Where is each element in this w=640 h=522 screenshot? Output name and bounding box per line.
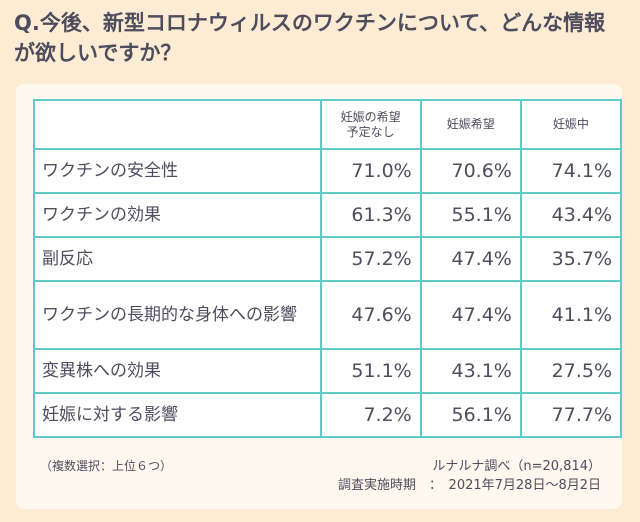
cell-value: 41.1% (521, 282, 622, 350)
row-label: ワクチンの効果 (35, 194, 322, 238)
table-row: 副反応 57.2% 47.4% 35.7% (35, 238, 622, 282)
source-note: ルナルナ調べ（n=20,814） 調査実施時期 ： 2021年7月28日〜8月2… (338, 457, 601, 495)
cell-value: 7.2% (321, 394, 422, 438)
source-label: ルナルナ調べ（n=20,814） (432, 459, 601, 474)
selection-note: （複数選択：上位６つ） (40, 459, 173, 473)
results-table: 妊娠の希望 予定なし 妊娠希望 妊娠中 ワクチンの安全性 71.0% 70.6%… (33, 99, 622, 438)
header-label: 妊娠の希望 予定なし (340, 109, 401, 139)
header-pregnancy-hope: 妊娠希望 (421, 101, 522, 150)
cell-value: 74.1% (521, 150, 622, 194)
cell-value: 57.2% (321, 238, 422, 282)
table-row: ワクチンの安全性 71.0% 70.6% 74.1% (35, 150, 622, 194)
table-row: 妊娠に対する影響 7.2% 56.1% 77.7% (35, 394, 622, 438)
row-label: 副反応 (35, 238, 322, 282)
cell-value: 43.4% (521, 194, 622, 238)
cell-value: 47.4% (421, 238, 522, 282)
results-panel: 妊娠の希望 予定なし 妊娠希望 妊娠中 ワクチンの安全性 71.0% 70.6%… (16, 84, 622, 509)
header-label: 妊娠希望 (446, 117, 495, 131)
cell-value: 47.4% (421, 282, 522, 350)
table-row: ワクチンの長期的な身体への影響 47.6% 47.4% 41.1% (35, 282, 622, 350)
cell-value: 51.1% (321, 350, 422, 394)
header-empty (35, 101, 322, 150)
cell-value: 43.1% (421, 350, 522, 394)
question-title: Q.今後、新型コロナウィルスのワクチンについて、どんな情報が欲しいですか？ (14, 11, 606, 65)
cell-value: 55.1% (421, 194, 522, 238)
header-no-pregnancy-plan: 妊娠の希望 予定なし (321, 101, 422, 150)
cell-value: 56.1% (421, 394, 522, 438)
table-row: 変異株への効果 51.1% 43.1% 27.5% (35, 350, 622, 394)
survey-period: 調査実施時期 ： 2021年7月28日〜8月2日 (338, 478, 601, 493)
table-header-row: 妊娠の希望 予定なし 妊娠希望 妊娠中 (35, 101, 622, 150)
cell-value: 71.0% (321, 150, 422, 194)
cell-value: 35.7% (521, 238, 622, 282)
row-label: 変異株への効果 (35, 350, 322, 394)
header-pregnant: 妊娠中 (521, 101, 622, 150)
row-label: ワクチンの安全性 (35, 150, 322, 194)
cell-value: 61.3% (321, 194, 422, 238)
header-label: 妊娠中 (552, 117, 589, 131)
cell-value: 77.7% (521, 394, 622, 438)
cell-value: 27.5% (521, 350, 622, 394)
table-row: ワクチンの効果 61.3% 55.1% 43.4% (35, 194, 622, 238)
cell-value: 70.6% (421, 150, 522, 194)
row-label: ワクチンの長期的な身体への影響 (35, 282, 322, 350)
cell-value: 47.6% (321, 282, 422, 350)
row-label: 妊娠に対する影響 (35, 394, 322, 438)
